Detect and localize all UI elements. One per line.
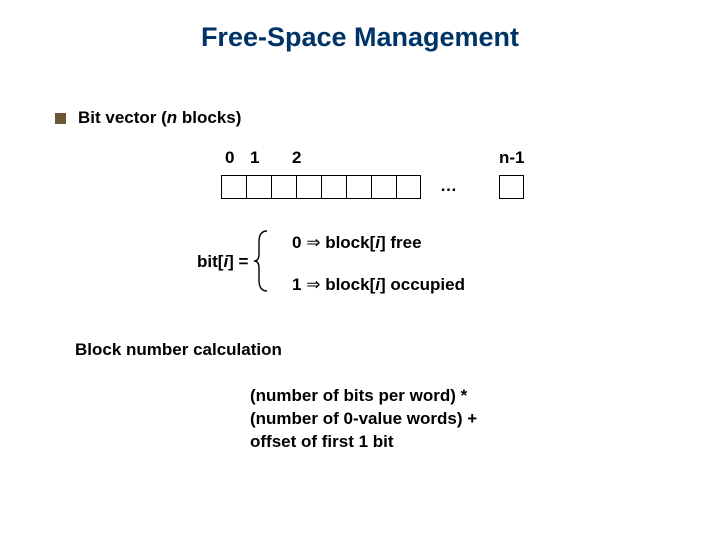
calc-line: (number of 0-value words) + — [250, 408, 477, 431]
case-free: 0 ⇒ block[i] free — [292, 233, 422, 253]
index-1: 1 — [250, 148, 259, 168]
bit-grid-left — [221, 175, 421, 199]
index-n-1: n-1 — [499, 148, 525, 168]
ellipsis: … — [440, 176, 457, 196]
calc-line: (number of bits per word) * — [250, 385, 477, 408]
calc-heading: Block number calculation — [75, 340, 282, 360]
calc-body: (number of bits per word) *(number of 0-… — [250, 385, 477, 454]
bullet-text: Bit vector (n blocks) — [78, 108, 241, 128]
bullet-bit-vector: Bit vector (n blocks) — [55, 108, 241, 128]
bit-grid-right — [499, 175, 524, 199]
index-0: 0 — [225, 148, 234, 168]
case-occupied: 1 ⇒ block[i] occupied — [292, 275, 465, 295]
bullet-icon — [55, 113, 66, 124]
bit-i-label: bit[i] = — [197, 252, 248, 272]
index-2: 2 — [292, 148, 301, 168]
calc-line: offset of first 1 bit — [250, 431, 477, 454]
slide-title: Free-Space Management — [0, 22, 720, 53]
brace-icon — [253, 230, 271, 292]
